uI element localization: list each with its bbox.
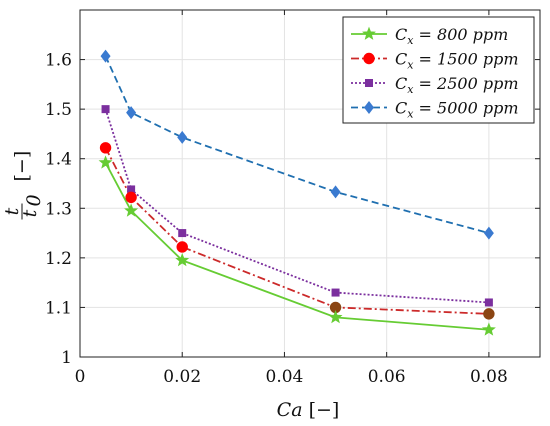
data-point-series-2 (101, 105, 110, 114)
data-point-series-3 (483, 226, 494, 240)
x-tick-label: 0 (75, 367, 86, 387)
legend-label-2: Cx = 2500 ppm (395, 74, 519, 96)
data-point-series-1 (176, 241, 188, 253)
y-tick-label: 1.6 (45, 51, 72, 71)
series-line-2 (104, 108, 489, 304)
y-tick-label: 1.3 (45, 199, 72, 219)
x-tick-label: 0.04 (266, 367, 304, 387)
data-point-series-2 (178, 229, 187, 238)
data-point-series-1 (99, 142, 112, 154)
x-tick-label: 0.06 (368, 367, 406, 387)
data-point-series-2 (331, 288, 340, 297)
data-point-series-3 (100, 49, 111, 63)
y-tick-label: 1 (61, 348, 72, 368)
y-tick-label: 1.1 (45, 298, 72, 318)
series-line-3 (104, 55, 490, 234)
data-point-series-3 (126, 106, 137, 120)
axes-box (79, 9, 541, 358)
data-point-series-3 (177, 130, 188, 144)
y-tick-label: 1.5 (45, 100, 72, 120)
legend-marker-1 (363, 52, 375, 65)
y-axis-label-denominator: t (19, 209, 41, 217)
data-point-series-0 (98, 155, 113, 169)
data-point-series-2 (484, 298, 493, 307)
data-point-series-0 (175, 253, 190, 267)
data-point-series-1 (125, 191, 137, 204)
y-axis-label-denominator-subscript: 0 (23, 194, 45, 206)
legend-label-0: Cx = 800 ppm (395, 25, 508, 47)
x-tick-label: 0.08 (470, 367, 508, 387)
x-tick-label: 0.02 (163, 367, 201, 387)
legend-marker-2 (365, 79, 373, 87)
series-line-1 (104, 147, 489, 315)
data-point-series-0 (328, 310, 343, 324)
legend-label-3: Cx = 5000 ppm (395, 99, 519, 121)
x-axis-label: Ca [−] (277, 399, 340, 421)
data-point-series-0 (481, 322, 496, 336)
y-axis-label: tt0[−] (1, 151, 45, 220)
y-axis-label-unit: [−] (11, 151, 33, 182)
legend-marker-3 (364, 101, 374, 114)
data-point-series-0 (124, 203, 139, 217)
y-tick-label: 1.2 (45, 249, 72, 269)
data-point-series-1 (483, 308, 495, 320)
y-tick-label: 1.4 (45, 150, 72, 170)
data-point-series-3 (330, 185, 341, 199)
data-point-series-2 (127, 185, 136, 194)
legend-marker-0 (362, 26, 376, 40)
legend-label-1: Cx = 1500 ppm (395, 50, 519, 72)
y-axis-label-numerator: t (1, 207, 23, 215)
